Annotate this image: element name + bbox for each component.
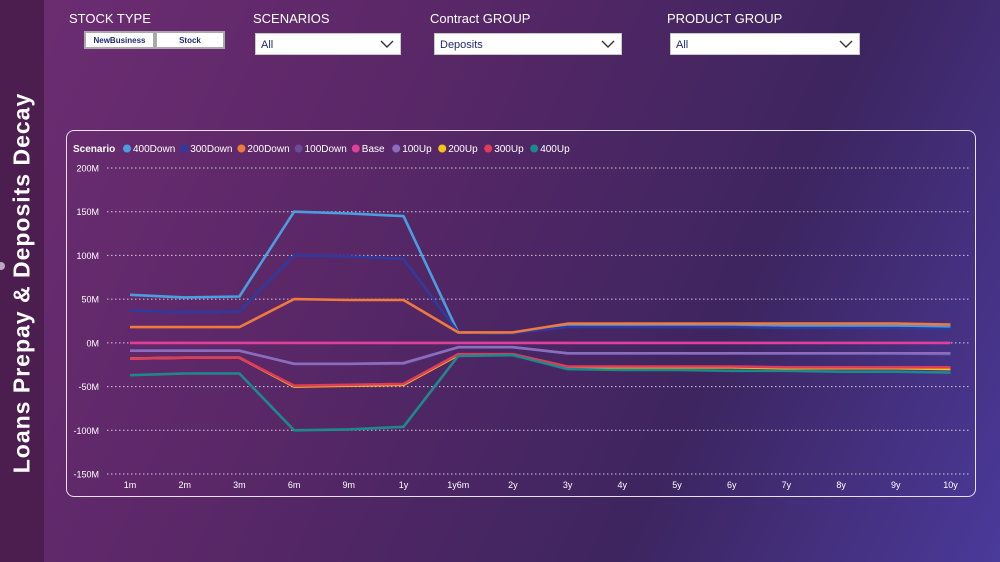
legend-item-base[interactable]: Base xyxy=(362,144,385,155)
product-group-label: PRODUCT GROUP xyxy=(667,11,783,26)
legend-item-200down[interactable]: 200Down xyxy=(247,144,289,155)
legend-item-300up[interactable]: 300Up xyxy=(494,144,524,155)
legend-swatch xyxy=(530,144,539,153)
legend-item-100down[interactable]: 100Down xyxy=(305,144,347,155)
y-tick-label: -150M xyxy=(73,470,99,480)
x-tick-label: 1y6m xyxy=(447,480,469,490)
stock-type-buttons: NewBusiness Stock xyxy=(84,31,225,49)
report-title: Loans Prepay & Deposits Decay xyxy=(8,92,35,474)
legend-item-300down[interactable]: 300Down xyxy=(190,144,232,155)
x-tick-label: 3m xyxy=(233,480,246,490)
y-tick-label: 0M xyxy=(86,338,99,348)
x-tick-label: 4y xyxy=(618,480,628,490)
series-line-400up[interactable] xyxy=(129,353,951,432)
x-tick-label: 6y xyxy=(727,480,737,490)
stock-type-label: STOCK TYPE xyxy=(69,11,151,26)
x-tick-label: 2m xyxy=(178,480,191,490)
scenarios-label: SCENARIOS xyxy=(253,11,330,26)
line-chart-card: Scenario 400Down 300Down 200Down 100Down Base… xyxy=(66,130,976,497)
legend-swatch xyxy=(351,144,360,153)
product-group-dropdown[interactable]: All xyxy=(670,33,860,55)
series-line-100up[interactable] xyxy=(130,345,951,366)
x-tick-label: 10y xyxy=(943,480,958,490)
x-tick-label: 1m xyxy=(124,480,137,490)
x-tick-label: 2y xyxy=(508,480,518,490)
series-line-300down[interactable] xyxy=(129,254,951,335)
series-line-400down[interactable] xyxy=(129,210,951,335)
legend-item-200up[interactable]: 200Up xyxy=(448,144,478,155)
x-tick-label: 9m xyxy=(343,480,356,490)
x-tick-label: 1y xyxy=(399,480,409,490)
newbusiness-button[interactable]: NewBusiness xyxy=(84,31,155,49)
chevron-down-icon xyxy=(601,40,615,48)
legend-swatch xyxy=(123,144,131,153)
series-line-300up[interactable] xyxy=(129,352,951,387)
y-tick-label: -50M xyxy=(78,382,99,392)
x-tick-label: 5y xyxy=(672,480,682,490)
y-tick-label: -100M xyxy=(73,426,99,436)
legend-swatch xyxy=(180,144,189,153)
legend-swatch xyxy=(392,144,401,153)
legend-item-100up[interactable]: 100Up xyxy=(402,144,432,155)
contract-group-dropdown[interactable]: Deposits xyxy=(434,33,622,55)
legend-swatch xyxy=(237,144,246,153)
x-tick-label: 7y xyxy=(782,480,792,490)
scenarios-value: All xyxy=(261,39,274,51)
chevron-down-icon xyxy=(839,40,853,48)
sidebar-handle-dot[interactable] xyxy=(0,262,5,270)
legend-item-400up[interactable]: 400Up xyxy=(540,144,570,155)
y-tick-label: 100M xyxy=(76,251,99,261)
chevron-down-icon xyxy=(380,40,394,48)
legend-swatch xyxy=(484,144,493,153)
legend-swatch xyxy=(294,144,303,153)
legend-swatch xyxy=(438,144,447,153)
sidebar: Loans Prepay & Deposits Decay xyxy=(0,0,44,562)
x-tick-label: 9y xyxy=(891,480,901,490)
y-tick-label: 150M xyxy=(76,207,99,217)
series-line-200down[interactable] xyxy=(130,297,951,334)
x-tick-label: 6m xyxy=(288,480,301,490)
contract-group-value: Deposits xyxy=(440,39,483,51)
y-tick-label: 50M xyxy=(81,295,99,305)
stock-button[interactable]: Stock xyxy=(155,31,225,49)
y-tick-label: 200M xyxy=(76,164,99,174)
line-chart: Scenario 400Down 300Down 200Down 100Down Base… xyxy=(73,144,971,490)
scenarios-dropdown[interactable]: All xyxy=(255,33,401,55)
x-tick-label: 3y xyxy=(563,480,573,490)
legend-title: Scenario xyxy=(73,144,115,155)
x-tick-label: 8y xyxy=(836,480,846,490)
product-group-value: All xyxy=(676,39,689,51)
legend-item-400down[interactable]: 400Down xyxy=(133,144,175,155)
contract-group-label: Contract GROUP xyxy=(430,11,531,26)
